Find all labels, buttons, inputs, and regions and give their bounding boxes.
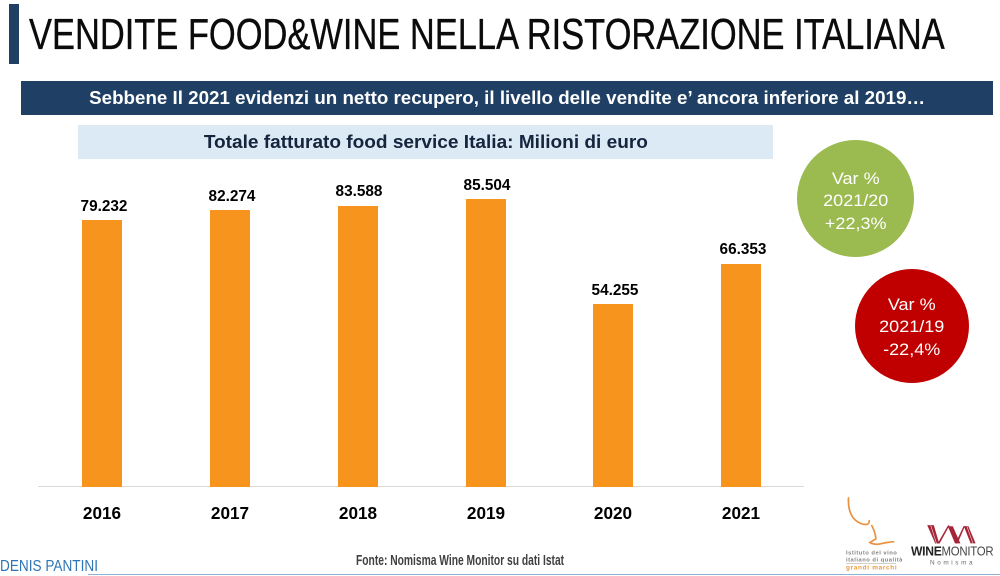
- svg-text:MONITOR: MONITOR: [942, 544, 994, 559]
- svg-text:WINE: WINE: [911, 544, 942, 559]
- svg-text:Istituto del vino: Istituto del vino: [846, 551, 897, 557]
- svg-text:Nomisma: Nomisma: [930, 560, 975, 567]
- svg-text:italiano di qualità: italiano di qualità: [846, 558, 902, 564]
- svg-text:grandi marchi: grandi marchi: [846, 565, 897, 572]
